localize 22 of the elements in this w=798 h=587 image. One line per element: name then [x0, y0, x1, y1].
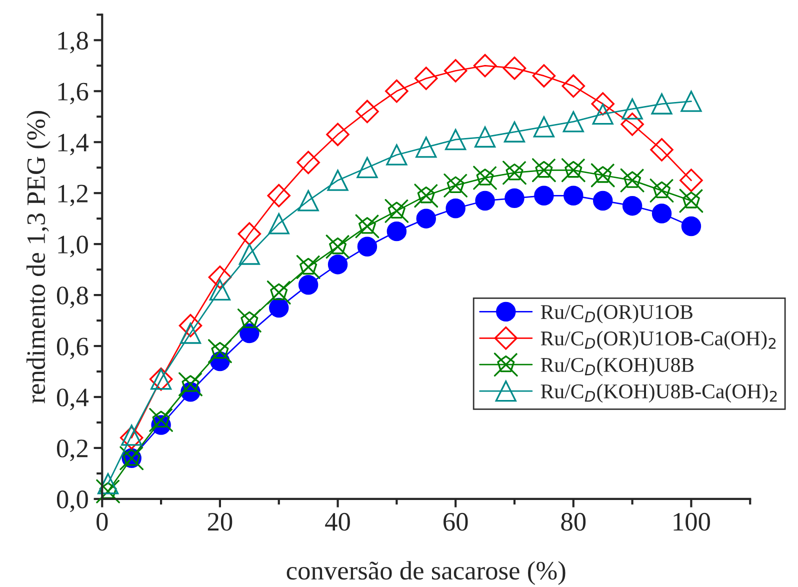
x-tick-label: 100: [674, 512, 710, 531]
y-tick-label: 0,4: [56, 388, 89, 410]
y-axis-title: rendimento de 1,3 PEG (%): [26, 111, 50, 404]
legend-label: Ru/C$_{D}$(KOH)U8B: [540, 357, 694, 376]
y-tick-label: 0,0: [56, 490, 88, 512]
x-tick-label: 40: [325, 512, 350, 531]
x-axis-title: conversão de sacarose (%): [286, 561, 566, 586]
legend-label: Ru/C$_{D}$(OR)U1OB-Ca(OH)$_{2}$: [540, 330, 776, 350]
legend-label: Ru/C$_{D}$(OR)U1OB: [540, 304, 692, 324]
y-tick-label: 1,8: [58, 32, 88, 54]
x-tick-label: 60: [444, 512, 468, 531]
y-tick-label: 1,0: [58, 236, 88, 258]
y-tick-label: 1,6: [58, 82, 88, 104]
y-tick-label: 1,4: [58, 134, 89, 156]
y-tick-label: 0,2: [56, 440, 88, 462]
y-tick-label: 1,2: [58, 184, 88, 206]
x-tick-label: 80: [561, 512, 586, 531]
y-tick-label: 0,6: [56, 338, 88, 360]
x-tick-label: 0: [96, 512, 108, 531]
y-tick-label: 0,8: [56, 286, 88, 308]
x-tick-label: 20: [208, 512, 232, 531]
legend-label: Ru/C$_{D}$(KOH)U8B-Ca(OH)$_{2}$: [540, 384, 777, 403]
